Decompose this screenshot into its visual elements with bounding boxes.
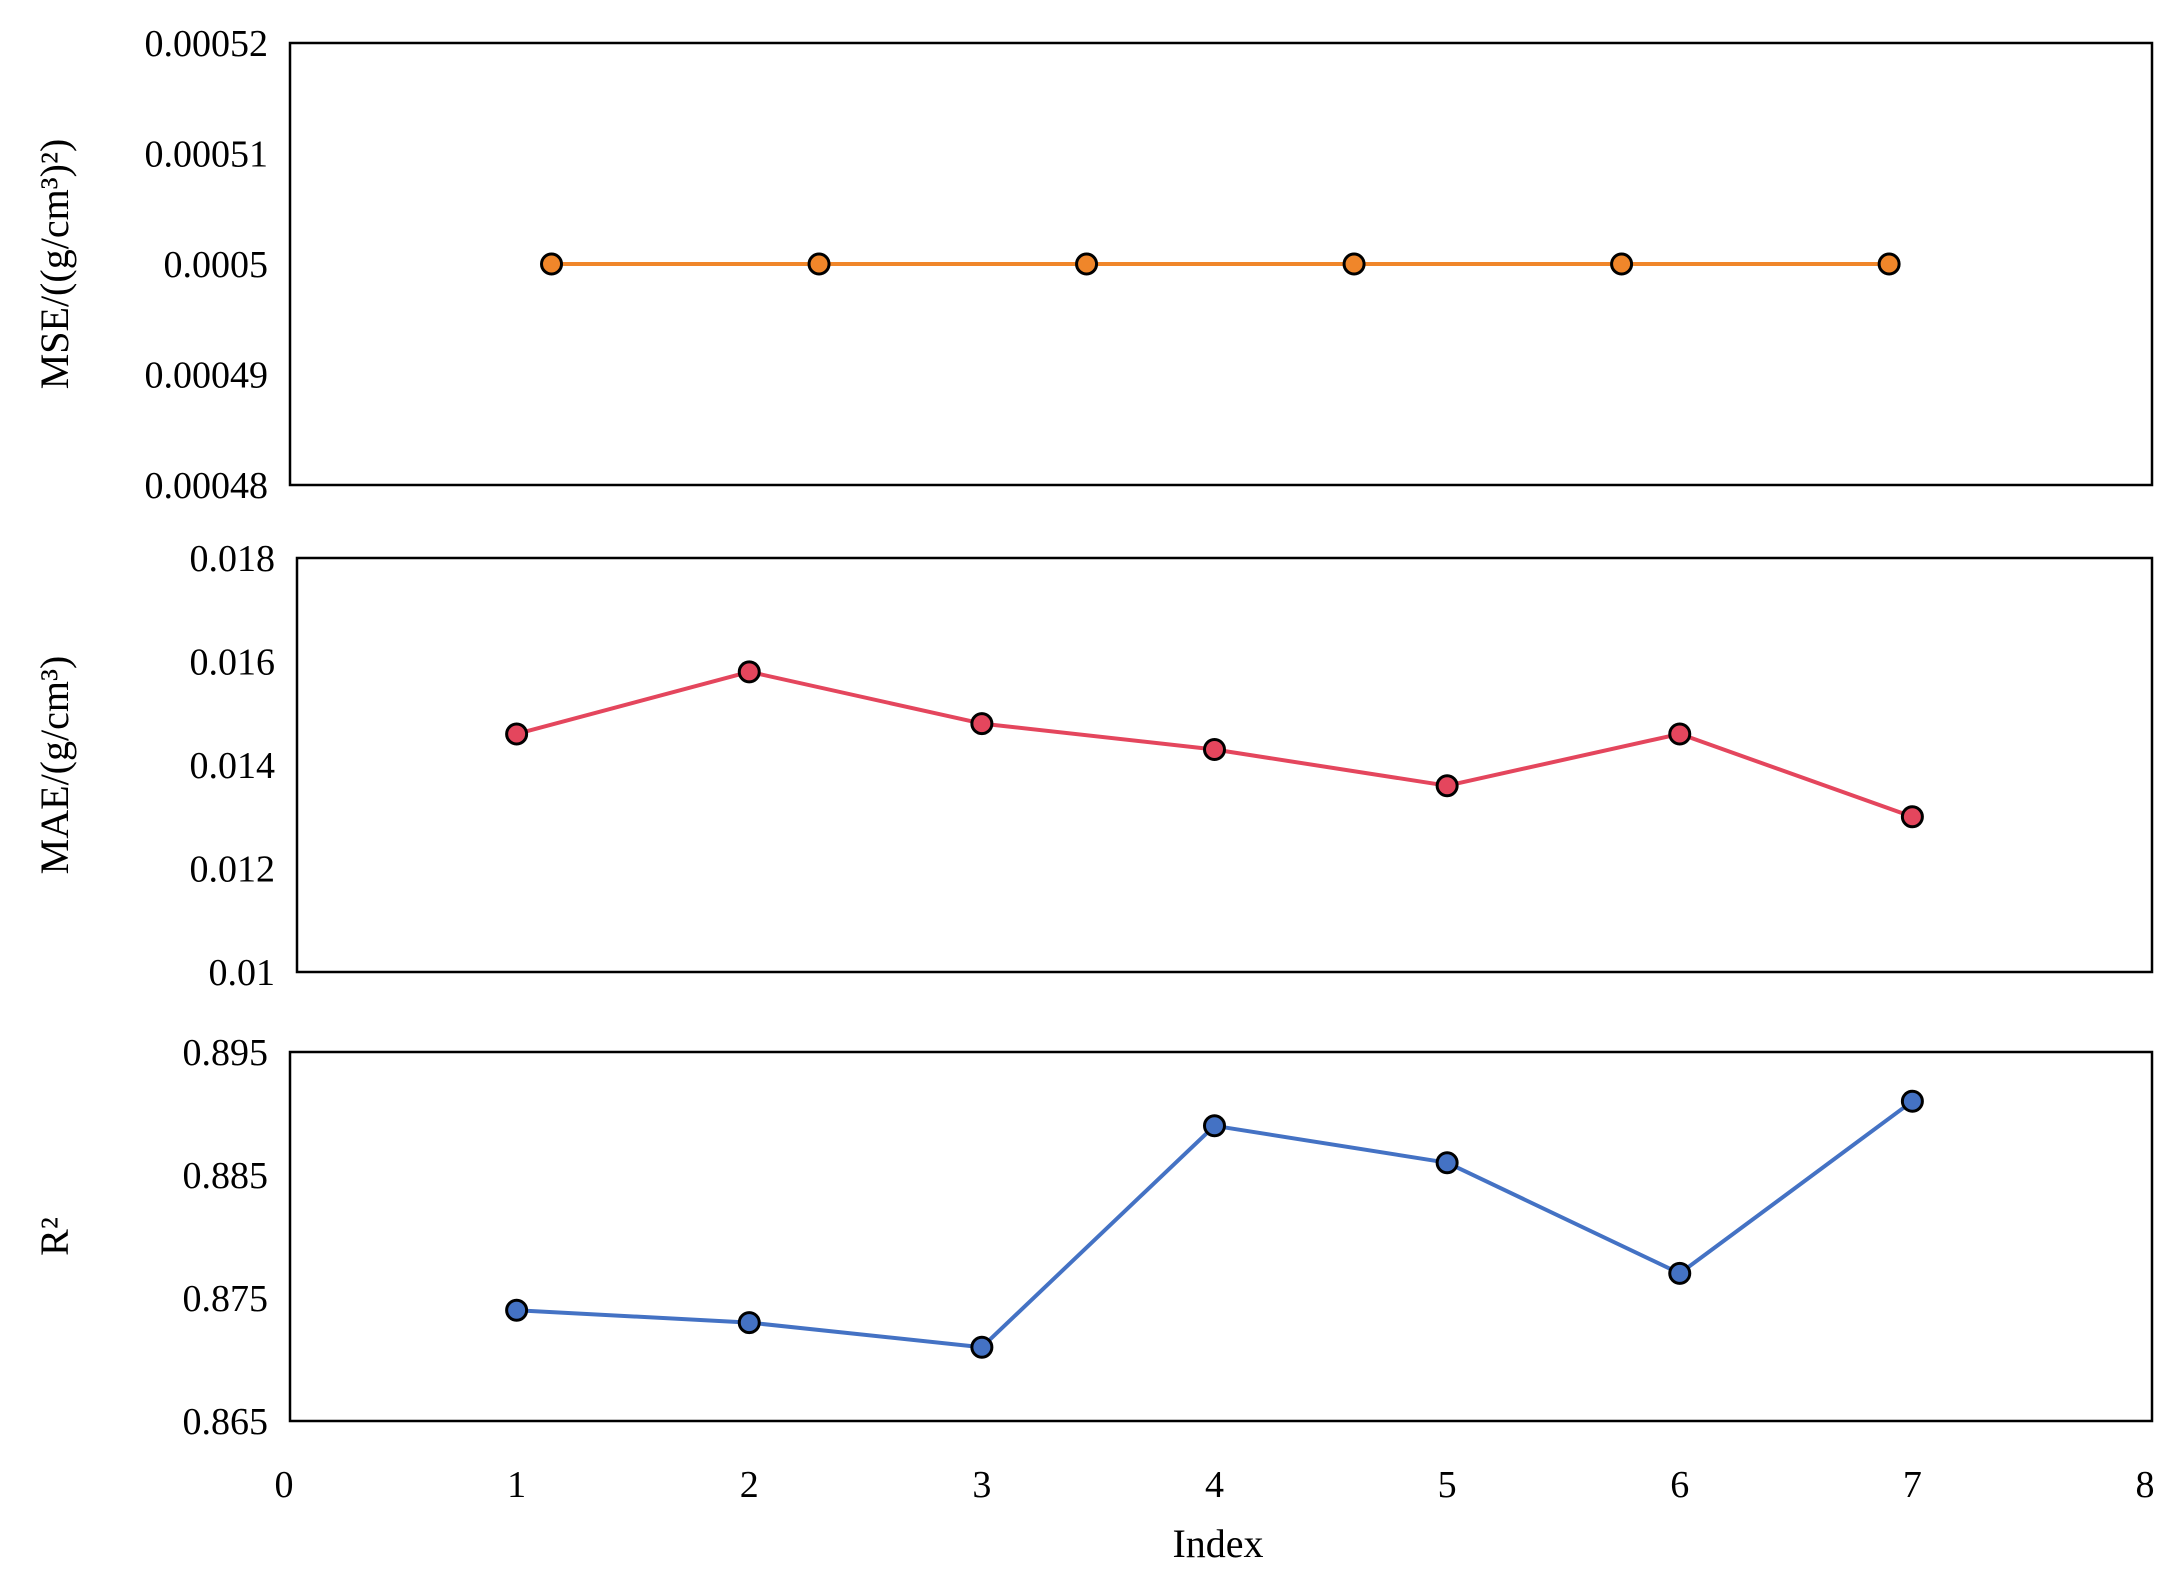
panel-2-data-point: [970, 712, 994, 736]
x-tick-label: 4: [1205, 1464, 1224, 1506]
panel-1-frame: [288, 41, 2154, 487]
panel-1-ytick-label: 0.00048: [145, 465, 269, 507]
panel-2-data-point: [1435, 774, 1459, 798]
panel-1-data-point: [1610, 252, 1634, 276]
x-tick-label: 1: [507, 1464, 526, 1506]
panel-1-ytick-label: 0.00052: [145, 23, 269, 65]
panel-1-data-point: [1075, 252, 1099, 276]
x-tick-label: 6: [1670, 1464, 1689, 1506]
panel-2-ytick-label: 0.014: [190, 745, 276, 787]
panel-2-data-point: [505, 722, 529, 746]
panel-2-ytick-label: 0.018: [190, 538, 276, 580]
panel-3-ytick-label: 0.885: [183, 1155, 269, 1197]
panel-3-data-point: [505, 1298, 529, 1322]
panel-2-data-point: [737, 660, 761, 684]
panel-2: 0.018 0.016 0.014 0.012 0.01 MAE/(g/cm³): [32, 538, 2154, 994]
panel-3-data-point: [970, 1335, 994, 1359]
panel-1: 0.00052 0.00051 0.0005 0.00049 0.00048 MSE/((…: [32, 23, 2154, 507]
x-tick-label: 3: [972, 1464, 991, 1506]
panel-3-ytick-label: 0.895: [183, 1032, 269, 1074]
x-tick-label: 5: [1438, 1464, 1457, 1506]
panel-2-data-point: [1203, 737, 1226, 761]
panel-1-data-point: [1877, 252, 1901, 276]
panel-2-ylabel: MAE/(g/cm³): [32, 656, 77, 875]
panel-1-data-point: [540, 252, 564, 276]
panel-3-ytick-label: 0.875: [183, 1278, 269, 1320]
panel-2-frame: [295, 556, 2154, 974]
panel-3-series-line: [516, 1099, 1914, 1350]
x-tick-label: 2: [740, 1464, 759, 1506]
x-tick-label: 8: [2136, 1464, 2155, 1506]
panel-1-data-point: [1342, 252, 1366, 276]
panel-2-data-point: [1668, 722, 1692, 746]
panel-1-ytick-label: 0.00051: [145, 134, 269, 176]
x-tick-label: 0: [275, 1464, 294, 1506]
panel-3-data-point: [737, 1311, 761, 1335]
panel-3-data-point: [1900, 1089, 1924, 1113]
panel-3-data-point: [1668, 1261, 1692, 1285]
panel-3-frame: [288, 1050, 2154, 1423]
panel-3: 0.895 0.885 0.875 0.865 R² 0 1 2 3 4 5 6 7 8 Index: [32, 1032, 2155, 1566]
x-axis-label: Index: [1172, 1521, 1263, 1566]
panel-2-ytick-label: 0.01: [209, 952, 276, 994]
panel-2-ytick-label: 0.016: [190, 642, 276, 684]
x-tick-label: 7: [1903, 1464, 1922, 1506]
panel-3-data-point: [1203, 1114, 1226, 1138]
panel-3-data-point: [1435, 1151, 1459, 1175]
panel-3-ylabel: R²: [32, 1217, 77, 1256]
panel-1-ytick-label: 0.0005: [164, 244, 269, 286]
panel-1-ylabel: MSE/((g/cm³)²): [32, 139, 77, 390]
panel-1-ytick-label: 0.00049: [145, 355, 269, 397]
panel-1-data-point: [807, 252, 831, 276]
panel-2-ytick-label: 0.012: [190, 849, 276, 891]
panel-3-ytick-label: 0.865: [183, 1401, 269, 1443]
panel-2-data-point: [1900, 805, 1924, 829]
